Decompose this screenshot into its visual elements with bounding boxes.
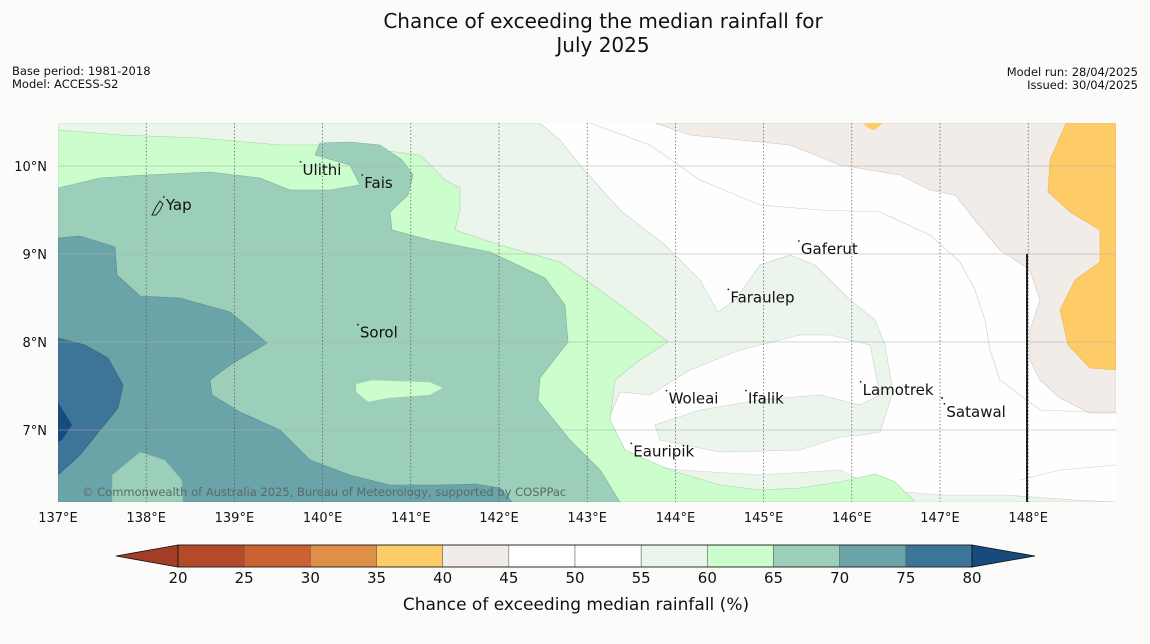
place-marker — [361, 174, 364, 176]
latitude-labels: 10°N 9°N 8°N 7°N — [14, 160, 47, 439]
colorbar-tick-label: 30 — [301, 569, 320, 587]
longitude-tick-label: 137°E — [38, 511, 78, 526]
issued-text: Issued: 30/04/2025 — [1027, 78, 1138, 92]
latitude-tick-label: 9°N — [23, 248, 48, 263]
colorbar-tick-label: 35 — [367, 569, 386, 587]
place-label: Ulithi — [303, 161, 342, 179]
meta-right: Model run: 28/04/2025 Issued: 30/04/2025 — [1007, 66, 1138, 92]
place-label: Gaferut — [801, 240, 858, 258]
place-label: Fais — [364, 174, 393, 192]
place-label: Woleai — [669, 390, 719, 408]
latitude-tick-label: 7°N — [23, 424, 48, 439]
longitude-tick-label: 148°E — [1008, 511, 1048, 526]
place-label: Lamotrek — [863, 381, 934, 399]
field-40-45 — [654, 123, 1116, 414]
colorbar-segment — [243, 544, 311, 568]
longitude-tick-label: 147°E — [920, 511, 960, 526]
colorbar-tick-label: 45 — [499, 569, 518, 587]
place-label: Ifalik — [748, 390, 784, 408]
place-marker — [727, 288, 730, 291]
colorbar-segment — [177, 544, 245, 568]
colorbar-segment — [839, 544, 907, 568]
place-marker — [299, 160, 302, 163]
chart-title: Chance of exceeding the median rainfall … — [0, 9, 1150, 57]
colorbar-tick-label: 40 — [433, 569, 452, 587]
field-35-40-small — [862, 123, 883, 130]
field-over-80 — [58, 402, 72, 442]
longitude-tick-label: 146°E — [832, 511, 872, 526]
colorbar-segment — [508, 544, 576, 568]
colorbar-segment — [640, 544, 708, 568]
title-line-2: July 2025 — [556, 33, 650, 57]
model-run-text: Model run: 28/04/2025 — [1006, 65, 1138, 79]
place-label: Yap — [165, 196, 192, 214]
place-label: Satawal — [946, 403, 1005, 421]
place-label: Sorol — [360, 324, 398, 342]
place-labels: Ulithi Fais Yap Gaferut Faraulep Sorol Lamotre… — [162, 160, 1006, 460]
colorbar-tick-label: 20 — [168, 569, 187, 587]
colorbar-tick-label: 60 — [698, 569, 717, 587]
longitude-labels: 137°E 138°E 139°E 140°E 141°E 142°E 143°E 144°E… — [38, 511, 1048, 526]
longitude-tick-label: 143°E — [567, 511, 607, 526]
field-35-40 — [1047, 123, 1116, 371]
island-dot — [941, 397, 943, 399]
colorbar-tick-label: 75 — [896, 569, 915, 587]
place-marker — [356, 323, 359, 326]
yap-island-shape — [151, 200, 164, 216]
place-marker — [630, 442, 633, 445]
colorbar-segment — [707, 544, 774, 568]
colorbar-outline — [177, 544, 973, 568]
place-label: Eauripik — [633, 442, 694, 460]
longitude-tick-label: 138°E — [126, 511, 166, 526]
longitude-tick-label: 140°E — [303, 511, 343, 526]
base-period-text: Base period: 1981-2018 — [12, 64, 151, 78]
colorbar-label: Chance of exceeding median rainfall (%) — [403, 595, 749, 615]
longitude-tick-label: 142°E — [479, 511, 519, 526]
latitude-tick-label: 8°N — [23, 336, 48, 351]
colorbar-tick-label: 25 — [235, 569, 254, 587]
place-marker — [943, 402, 946, 405]
contour-line-50b — [1019, 464, 1116, 481]
colorbar: 20 25 30 35 40 45 50 55 60 65 70 75 80 — [115, 544, 1036, 587]
colorbar-under-arrow — [115, 544, 179, 568]
colorbar-tick-label: 55 — [632, 569, 651, 587]
field-inner-60-65 — [355, 379, 444, 403]
field-75-80 — [58, 337, 124, 476]
colorbar-tick-label: 65 — [764, 569, 783, 587]
colorbar-tick-label: 50 — [565, 569, 584, 587]
colorbar-over-arrow — [971, 544, 1036, 568]
longitude-tick-label: 144°E — [656, 511, 696, 526]
place-label: Faraulep — [730, 288, 794, 306]
place-marker — [797, 240, 800, 242]
field-70-75 — [58, 235, 513, 502]
longitude-tick-label: 145°E — [744, 511, 784, 526]
colorbar-segment — [310, 544, 377, 568]
field-inner-65-70 — [111, 451, 184, 502]
title-line-1: Chance of exceeding the median rainfall … — [383, 9, 823, 33]
colorbar-segment — [574, 544, 642, 568]
colorbar-tick-label: 70 — [830, 569, 849, 587]
model-text: Model: ACCESS-S2 — [12, 77, 119, 91]
place-marker — [745, 389, 747, 392]
longitude-tick-label: 141°E — [391, 511, 431, 526]
colorbar-segment — [905, 544, 973, 568]
place-marker — [162, 196, 165, 198]
place-marker — [665, 389, 668, 392]
colorbar-segment — [442, 544, 510, 568]
gridlines — [58, 123, 1116, 502]
latitude-tick-label: 10°N — [14, 160, 47, 175]
copyright-text: © Commonwealth of Australia 2025, Bureau… — [82, 485, 566, 499]
colorbar-tick-label: 80 — [962, 569, 981, 587]
meta-left: Base period: 1981-2018 Model: ACCESS-S2 — [12, 65, 151, 91]
colorbar-segment — [376, 544, 443, 568]
colorbar-segment — [773, 544, 840, 568]
longitude-tick-label: 139°E — [215, 511, 255, 526]
place-marker — [859, 380, 862, 383]
